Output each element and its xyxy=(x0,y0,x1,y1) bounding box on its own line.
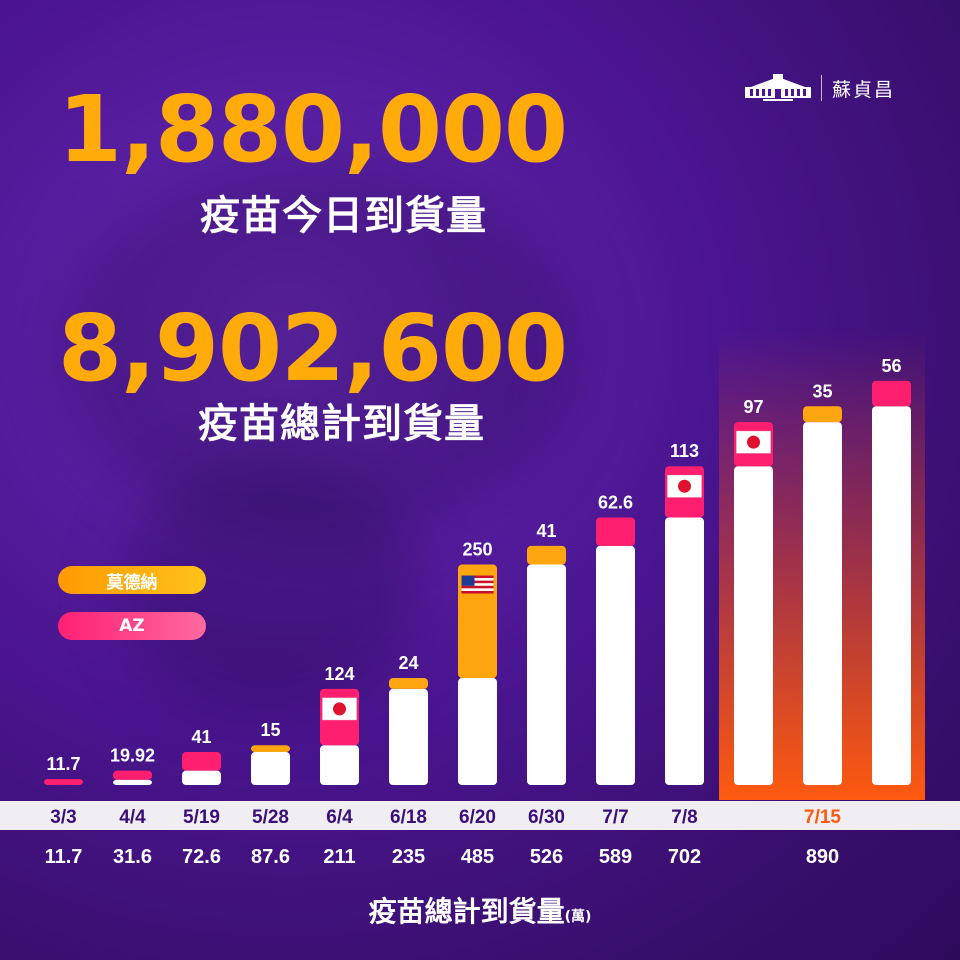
bar-value-label: 250 xyxy=(462,540,492,560)
author-name: 蘇貞昌 xyxy=(832,78,896,101)
date-label: 5/28 xyxy=(252,807,289,828)
japan-flag-icon xyxy=(322,697,357,721)
bar-value-label: 35 xyxy=(812,381,832,401)
bar-value-label: 97 xyxy=(743,397,763,417)
bar-cumulative-base xyxy=(389,688,428,785)
today-label: 疫苗今日到貨量 xyxy=(200,193,487,239)
cumulative-label: 11.7 xyxy=(45,846,83,868)
bar-cumulative-base xyxy=(251,752,290,785)
cumulative-label: 211 xyxy=(323,846,355,868)
bar-cumulative-base xyxy=(320,745,359,785)
usa-flag-stripe xyxy=(461,575,494,579)
chart-title-text: 疫苗總計到貨量 xyxy=(368,895,565,928)
date-label: 6/4 xyxy=(326,807,353,828)
bar-value-label: 124 xyxy=(324,664,354,684)
japan-flag-icon xyxy=(736,430,771,454)
date-label: 7/7 xyxy=(602,807,628,828)
bar-value-label: 11.7 xyxy=(46,754,80,774)
bar-increment xyxy=(527,545,566,565)
executive-yuan-building-icon xyxy=(745,74,811,101)
bar-value-label: 62.6 xyxy=(598,492,633,512)
date-label: 3/3 xyxy=(50,807,76,828)
japan-flag-sun xyxy=(747,435,760,449)
date-band xyxy=(0,801,960,830)
legend-az: AZ xyxy=(58,612,206,640)
bar-increment xyxy=(182,752,221,771)
bar-cumulative-base xyxy=(113,779,152,785)
bar-cumulative-base xyxy=(665,517,704,785)
bar-increment xyxy=(596,517,635,546)
bar-increment xyxy=(872,380,911,407)
author-logo: 蘇貞昌 xyxy=(745,74,895,102)
background-shadow xyxy=(60,160,580,540)
bar-cumulative-base xyxy=(734,466,773,785)
bar-cumulative-base xyxy=(458,678,497,785)
bar-value-label: 56 xyxy=(881,356,901,376)
bar-increment xyxy=(251,745,290,753)
cumulative-label: 235 xyxy=(392,846,425,868)
bar-cumulative-base xyxy=(596,545,635,785)
bar-value-label: 113 xyxy=(670,441,699,461)
cumulative-label: 589 xyxy=(599,846,632,868)
logo-divider xyxy=(821,75,822,101)
japan-flag-icon xyxy=(667,474,702,498)
japan-flag-sun xyxy=(333,702,346,716)
usa-flag-canton xyxy=(461,575,475,586)
date-label: 6/20 xyxy=(459,807,496,828)
legend-moderna: 莫德納 xyxy=(58,566,206,594)
cumulative-label: 702 xyxy=(668,846,701,868)
usa-flag-stripe xyxy=(461,588,494,591)
total-amount: 8,902,600 xyxy=(58,295,568,402)
date-label: 7/8 xyxy=(671,807,697,828)
cumulative-label: 526 xyxy=(530,846,563,868)
bar-value-label: 15 xyxy=(260,720,280,740)
today-amount: 1,880,000 xyxy=(58,76,568,183)
bar-increment xyxy=(389,678,428,689)
usa-flag-stripe xyxy=(461,580,494,584)
bar-cumulative-base xyxy=(872,406,911,785)
usa-flag-stripe xyxy=(461,578,494,581)
bar-value-label: 41 xyxy=(536,521,556,541)
bar-value-label: 19.92 xyxy=(110,746,155,766)
japan-flag-sun xyxy=(678,479,691,493)
chart-title: 疫苗總計到貨量(萬) xyxy=(0,890,960,930)
bar-increment xyxy=(113,770,152,780)
chart-unit: (萬) xyxy=(564,909,592,925)
bar-cumulative-base xyxy=(527,564,566,785)
cumulative-label: 87.6 xyxy=(251,846,290,868)
cumulative-label: 890 xyxy=(806,846,839,868)
bar-cumulative-base xyxy=(182,770,221,785)
bar-increment xyxy=(44,779,83,785)
date-label: 5/19 xyxy=(183,807,220,828)
usa-flag-stripe xyxy=(461,590,494,594)
date-label: 6/30 xyxy=(528,807,565,828)
bar-increment xyxy=(803,406,842,423)
date-label: 6/18 xyxy=(390,807,427,828)
cumulative-label: 31.6 xyxy=(113,846,152,868)
bar-cumulative-base xyxy=(803,422,842,785)
cumulative-label: 485 xyxy=(461,846,494,868)
usa-flag-icon xyxy=(461,575,494,594)
total-label: 疫苗總計到貨量 xyxy=(198,401,485,447)
cumulative-label: 72.6 xyxy=(182,846,221,868)
bar-value-label: 41 xyxy=(191,727,211,747)
usa-flag-stripe xyxy=(461,585,494,589)
bar-value-label: 24 xyxy=(398,653,418,673)
date-label: 7/15 xyxy=(804,807,841,828)
date-label: 4/4 xyxy=(119,807,146,828)
usa-flag-stripe xyxy=(461,583,494,586)
